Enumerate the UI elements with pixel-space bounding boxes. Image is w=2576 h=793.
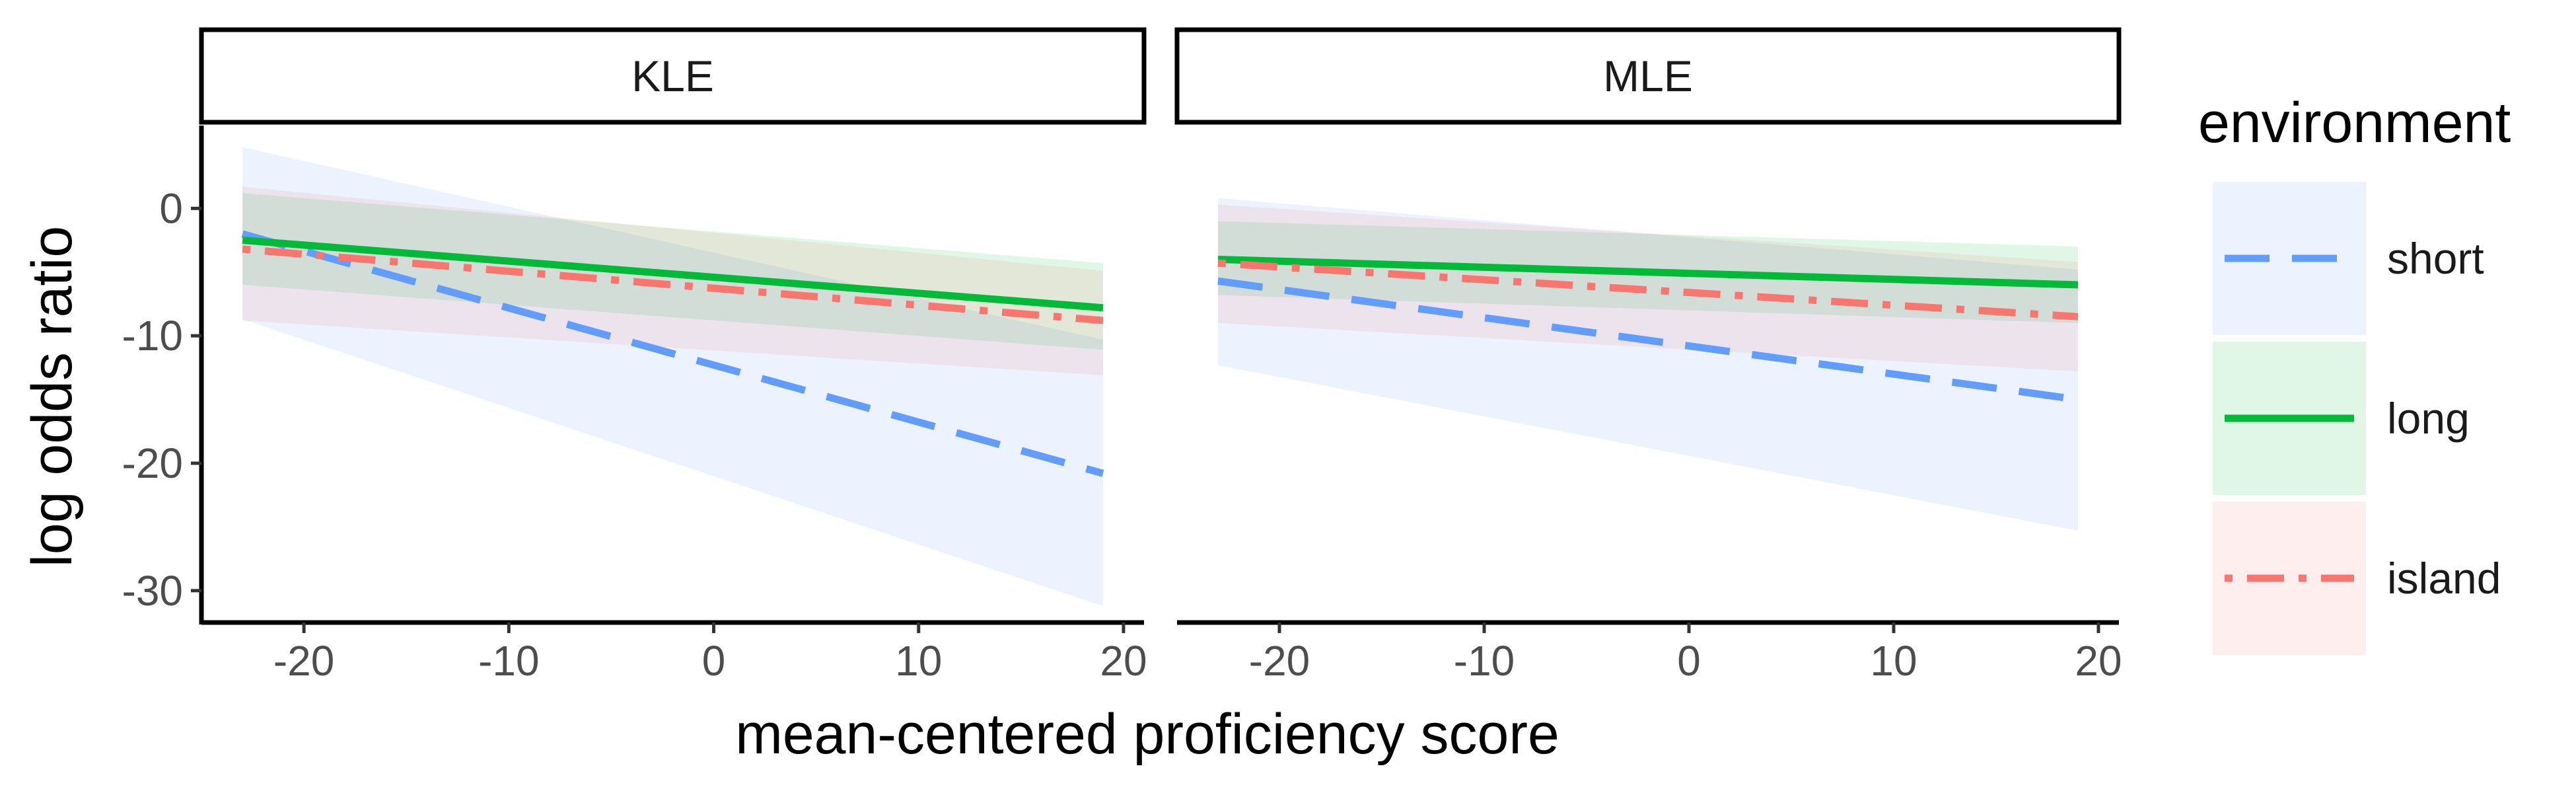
- x-axis-title: mean-centered proficiency score: [735, 702, 1559, 766]
- legend-title: environment: [2198, 91, 2511, 155]
- x-tick-label: 20: [1100, 637, 1147, 685]
- legend-item-long: long: [2213, 342, 2470, 495]
- legend-item-short: short: [2213, 182, 2484, 335]
- x-tick-label: 0: [1677, 637, 1701, 685]
- confidence-ribbon-island: [1218, 204, 2078, 372]
- legend-label: short: [2387, 234, 2484, 283]
- y-tick-label: -10: [122, 312, 184, 359]
- facet-panel-kle: KLE 0 -10 -20 -30 -20 -10 0 10 20: [122, 27, 1147, 685]
- facet-strip-label: KLE: [631, 52, 714, 100]
- facet-panel-mle: MLE -20 -10 0 10 20: [1174, 27, 2122, 685]
- facet-strip: [199, 27, 1147, 125]
- x-tick-label: 0: [702, 637, 726, 685]
- series-line-short: [241, 230, 1104, 477]
- x-tick-label: -20: [1249, 637, 1310, 685]
- x-tick-label: 10: [895, 637, 942, 685]
- y-tick-label: 0: [159, 184, 183, 232]
- series-line-long: [1217, 255, 2079, 289]
- legend-label: island: [2387, 554, 2501, 603]
- legend-item-island: island: [2213, 502, 2501, 655]
- y-tick-label: -30: [122, 567, 184, 615]
- x-tick-label: -10: [478, 637, 540, 685]
- series-line-short: [1217, 277, 2079, 404]
- legend-label: long: [2387, 394, 2470, 443]
- y-tick-label: -20: [122, 439, 184, 487]
- facet-strip: [1174, 27, 2122, 125]
- x-tick-label: 10: [1870, 637, 1917, 685]
- x-tick-label: 20: [2075, 637, 2122, 685]
- confidence-ribbon-island: [242, 186, 1103, 375]
- series-line-island: [1217, 259, 2079, 321]
- x-tick-label: -20: [273, 637, 335, 685]
- x-tick-label: -10: [1454, 637, 1515, 685]
- series-line-island: [242, 245, 1104, 324]
- legend: environment short long island: [2198, 91, 2511, 655]
- y-axis-title: log odds ratio: [20, 226, 84, 567]
- confidence-ribbon-short: [242, 147, 1103, 606]
- series-line-long: [242, 237, 1104, 312]
- facet-strip-label: MLE: [1603, 52, 1693, 100]
